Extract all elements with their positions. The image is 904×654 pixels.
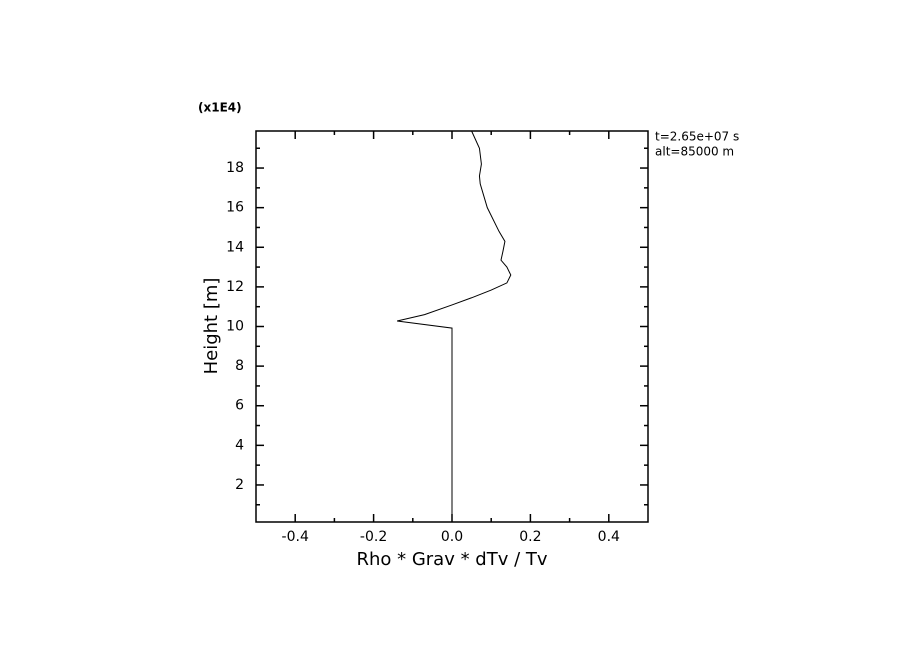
y-tick-label: 14: [226, 239, 244, 255]
y-tick-label: 2: [235, 477, 244, 493]
y-tick-label: 18: [226, 160, 244, 176]
annotation: alt=85000 m: [655, 145, 734, 159]
y-axis-label: Height [m]: [201, 278, 222, 375]
x-tick-label: -0.2: [360, 529, 387, 545]
x-tick-label: 0.2: [519, 529, 541, 545]
x-tick-label: 0.0: [441, 529, 463, 545]
y-multiplier: (x1E4): [198, 101, 242, 115]
y-tick-label: 4: [235, 437, 244, 453]
y-tick-label: 6: [235, 398, 244, 414]
y-tick-label: 10: [226, 319, 244, 335]
x-tick-label: -0.4: [282, 529, 309, 545]
x-tick-label: 0.4: [598, 529, 620, 545]
y-tick-label: 16: [226, 200, 244, 216]
y-tick-label: 8: [235, 358, 244, 374]
y-tick-label: 12: [226, 279, 244, 295]
annotation: t=2.65e+07 s: [655, 130, 739, 144]
data-line: [397, 130, 512, 522]
x-axis-label: Rho * Grav * dTv / Tv: [356, 549, 547, 570]
